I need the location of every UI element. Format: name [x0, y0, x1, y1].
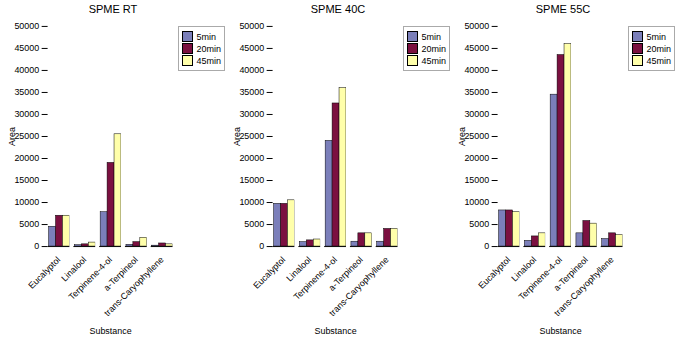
svg-text:a-Terpineol: a-Terpineol: [326, 254, 365, 293]
svg-text:Linalool: Linalool: [509, 254, 539, 284]
svg-text:20000: 20000: [14, 153, 39, 163]
html-text:20min: 20min: [421, 43, 446, 54]
svg-text:30000: 30000: [464, 109, 489, 119]
svg-text:50000: 50000: [14, 21, 39, 31]
svg-text:Eucalyptol: Eucalyptol: [26, 255, 62, 291]
html-text:45min: 45min: [196, 55, 221, 66]
svg-text:a-Terpineol: a-Terpineol: [101, 254, 140, 293]
svg-text:trans-Caryophyllene: trans-Caryophyllene: [102, 255, 165, 318]
svg-text:50000: 50000: [239, 21, 264, 31]
svg-text:5000: 5000: [244, 219, 264, 229]
svg-text:Linalool: Linalool: [284, 254, 314, 284]
svg-text:trans-Caryophyllene: trans-Caryophyllene: [552, 255, 615, 318]
svg-text:10000: 10000: [14, 197, 39, 207]
svg-text:30000: 30000: [239, 109, 264, 119]
svg-text:Eucalyptol: Eucalyptol: [476, 255, 512, 291]
svg-text:0: 0: [484, 241, 489, 251]
svg-text:35000: 35000: [239, 87, 264, 97]
html-text:SPME 55C: SPME 55C: [535, 3, 591, 15]
svg-text:Linalool: Linalool: [59, 254, 89, 284]
svg-text:25000: 25000: [464, 131, 489, 141]
svg-text:Substance: Substance: [540, 326, 582, 336]
html-text:20min: 20min: [196, 43, 221, 54]
svg-text:5000: 5000: [19, 219, 39, 229]
svg-text:Substance: Substance: [90, 326, 132, 336]
svg-text:Terpinene-4-ol: Terpinene-4-ol: [517, 255, 564, 302]
svg-text:Terpinene-4-ol: Terpinene-4-ol: [67, 255, 114, 302]
svg-text:trans-Caryophyllene: trans-Caryophyllene: [327, 255, 390, 318]
svg-text:0: 0: [34, 241, 39, 251]
svg-text:Terpinene-4-ol: Terpinene-4-ol: [292, 255, 339, 302]
svg-text:15000: 15000: [239, 175, 264, 185]
svg-text:Area: Area: [7, 127, 17, 146]
svg-text:10000: 10000: [464, 197, 489, 207]
svg-text:Eucalyptol: Eucalyptol: [251, 255, 287, 291]
html-text:5min: 5min: [421, 31, 441, 42]
html-text:45min: 45min: [646, 55, 671, 66]
svg-text:20000: 20000: [464, 153, 489, 163]
svg-text:40000: 40000: [464, 65, 489, 75]
html-text:SPME 40C: SPME 40C: [310, 3, 366, 15]
svg-text:a-Terpineol: a-Terpineol: [551, 254, 590, 293]
svg-text:Area: Area: [232, 127, 242, 146]
svg-text:Area: Area: [457, 127, 467, 146]
svg-text:0: 0: [259, 241, 264, 251]
html-text:5min: 5min: [646, 31, 666, 42]
svg-text:20000: 20000: [239, 153, 264, 163]
html-text:SPME RT: SPME RT: [88, 3, 138, 15]
svg-text:35000: 35000: [14, 87, 39, 97]
svg-text:25000: 25000: [239, 131, 264, 141]
svg-text:30000: 30000: [14, 109, 39, 119]
svg-text:10000: 10000: [239, 197, 264, 207]
svg-text:Substance: Substance: [315, 326, 357, 336]
html-text:45min: 45min: [421, 55, 446, 66]
svg-text:15000: 15000: [14, 175, 39, 185]
svg-text:40000: 40000: [239, 65, 264, 75]
svg-text:45000: 45000: [14, 43, 39, 53]
html-text:5min: 5min: [196, 31, 216, 42]
svg-text:40000: 40000: [14, 65, 39, 75]
svg-text:50000: 50000: [464, 21, 489, 31]
svg-text:45000: 45000: [239, 43, 264, 53]
svg-text:5000: 5000: [469, 219, 489, 229]
svg-text:45000: 45000: [464, 43, 489, 53]
html-text:20min: 20min: [646, 43, 671, 54]
svg-text:15000: 15000: [464, 175, 489, 185]
svg-text:35000: 35000: [464, 87, 489, 97]
svg-text:25000: 25000: [14, 131, 39, 141]
